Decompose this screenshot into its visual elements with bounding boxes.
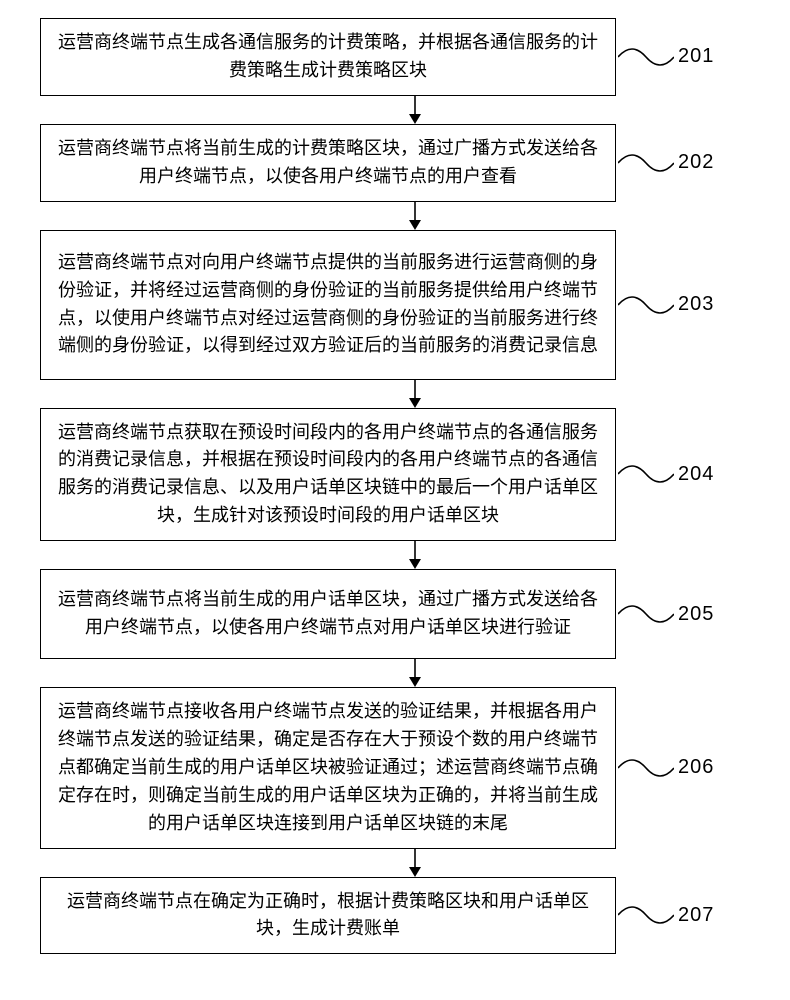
step-box-201: 运营商终端节点生成各通信服务的计费策略，并根据各通信服务的计费策略生成计费策略区… — [40, 18, 616, 96]
step-box-203: 运营商终端节点对向用户终端节点提供的当前服务进行运营商侧的身份验证，并将经过运营… — [40, 230, 616, 380]
step-label: 204 — [678, 463, 714, 486]
step-box-202: 运营商终端节点将当前生成的计费策略区块，通过广播方式发送给各用户终端节点，以使各… — [40, 124, 616, 202]
connector-icon — [618, 750, 674, 786]
step-label: 203 — [678, 293, 714, 316]
connector-icon — [618, 39, 674, 75]
step-label: 202 — [678, 151, 714, 174]
step-text: 运营商终端节点在确定为正确时，根据计费策略区块和用户话单区块，生成计费账单 — [55, 888, 601, 944]
step-row-207: 运营商终端节点在确定为正确时，根据计费策略区块和用户话单区块，生成计费账单 20… — [40, 877, 790, 955]
connector-icon — [618, 897, 674, 933]
connector-icon — [618, 287, 674, 323]
step-text: 运营商终端节点将当前生成的计费策略区块，通过广播方式发送给各用户终端节点，以使各… — [55, 135, 601, 191]
step-label: 206 — [678, 756, 714, 779]
step-row-202: 运营商终端节点将当前生成的计费策略区块，通过广播方式发送给各用户终端节点，以使各… — [40, 124, 790, 202]
arrow-icon — [127, 202, 703, 230]
step-row-205: 运营商终端节点将当前生成的用户话单区块，通过广播方式发送给各用户终端节点，以使各… — [40, 569, 790, 659]
connector-icon — [618, 456, 674, 492]
arrow-icon — [127, 96, 703, 124]
step-box-207: 运营商终端节点在确定为正确时，根据计费策略区块和用户话单区块，生成计费账单 — [40, 877, 616, 955]
arrow-icon — [127, 541, 703, 569]
step-label: 201 — [678, 45, 714, 68]
flowchart-container: 运营商终端节点生成各通信服务的计费策略，并根据各通信服务的计费策略生成计费策略区… — [0, 0, 790, 954]
step-box-204: 运营商终端节点获取在预设时间段内的各用户终端节点的各通信服务的消费记录信息，并根… — [40, 408, 616, 542]
step-label: 207 — [678, 904, 714, 927]
step-box-205: 运营商终端节点将当前生成的用户话单区块，通过广播方式发送给各用户终端节点，以使各… — [40, 569, 616, 659]
step-row-201: 运营商终端节点生成各通信服务的计费策略，并根据各通信服务的计费策略生成计费策略区… — [40, 18, 790, 96]
step-text: 运营商终端节点获取在预设时间段内的各用户终端节点的各通信服务的消费记录信息，并根… — [55, 419, 601, 531]
step-row-203: 运营商终端节点对向用户终端节点提供的当前服务进行运营商侧的身份验证，并将经过运营… — [40, 230, 790, 380]
step-row-204: 运营商终端节点获取在预设时间段内的各用户终端节点的各通信服务的消费记录信息，并根… — [40, 408, 790, 542]
step-box-206: 运营商终端节点接收各用户终端节点发送的验证结果，并根据各用户终端节点发送的验证结… — [40, 687, 616, 848]
arrow-icon — [127, 659, 703, 687]
arrow-icon — [127, 380, 703, 408]
step-row-206: 运营商终端节点接收各用户终端节点发送的验证结果，并根据各用户终端节点发送的验证结… — [40, 687, 790, 848]
step-text: 运营商终端节点生成各通信服务的计费策略，并根据各通信服务的计费策略生成计费策略区… — [55, 29, 601, 85]
step-label: 205 — [678, 603, 714, 626]
step-text: 运营商终端节点对向用户终端节点提供的当前服务进行运营商侧的身份验证，并将经过运营… — [55, 249, 601, 361]
step-text: 运营商终端节点接收各用户终端节点发送的验证结果，并根据各用户终端节点发送的验证结… — [55, 698, 601, 837]
arrow-icon — [127, 849, 703, 877]
connector-icon — [618, 596, 674, 632]
connector-icon — [618, 145, 674, 181]
step-text: 运营商终端节点将当前生成的用户话单区块，通过广播方式发送给各用户终端节点，以使各… — [55, 586, 601, 642]
